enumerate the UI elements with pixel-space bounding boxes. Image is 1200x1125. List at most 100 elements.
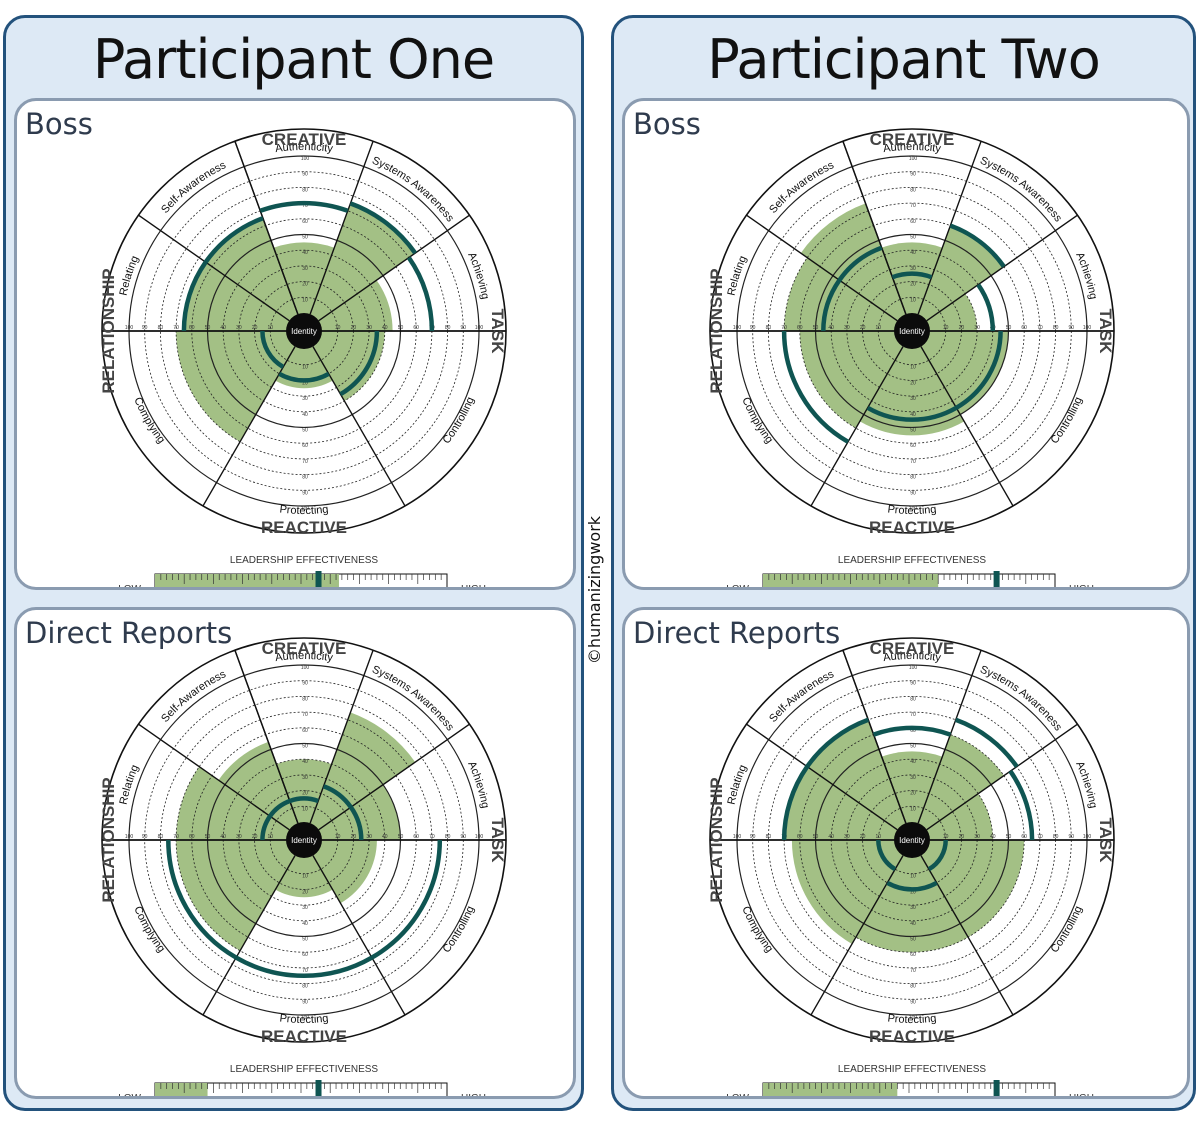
scale-tick-label: 40	[302, 412, 308, 418]
effectiveness-tick-label: 10	[179, 1097, 191, 1099]
scale-tick-label: 10	[268, 834, 274, 840]
percentile-arc-authenticity	[259, 200, 349, 213]
scale-tick-label: 50	[813, 325, 819, 331]
sector-label-text: Systems Awareness	[978, 155, 1064, 225]
scale-tick-label: 70	[173, 325, 179, 331]
score-band-systems-awareness	[912, 734, 1004, 840]
sector-label-text: Achieving	[465, 251, 491, 301]
scale-tick-label: 80	[910, 984, 916, 990]
scale-tick-label: 90	[302, 490, 308, 496]
scale-tick-label: 100	[733, 325, 742, 331]
percentile-arc-controlling	[955, 330, 1003, 410]
participant-two-card: Participant Two Boss 10 10 10 10 20 20 20 20 30 3…	[611, 15, 1196, 1111]
scale-tick-label: 40	[220, 834, 226, 840]
scale-tick-label: 60	[302, 728, 308, 734]
scale-tick-label: 20	[302, 889, 308, 895]
effectiveness-marker	[315, 1080, 322, 1096]
scale-tick-label: 20	[302, 380, 308, 386]
effectiveness-tick-label: 40	[874, 588, 886, 590]
scale-tick-label: 70	[302, 459, 308, 465]
effectiveness-tick-label: 20	[816, 1097, 828, 1099]
scale-tick-label: 50	[910, 744, 916, 750]
scale-tick-label: 40	[302, 759, 308, 765]
scale-tick-label: 90	[910, 681, 916, 687]
scale-tick-label: 40	[382, 325, 388, 331]
scale-tick-label: 40	[910, 759, 916, 765]
scale-tick-label: 90	[142, 325, 148, 331]
effectiveness-tick-label: 20	[816, 588, 828, 590]
sector-label-text: Controlling	[1049, 395, 1085, 446]
scale-tick-label: 50	[302, 428, 308, 434]
scale-tick-label: 100	[1083, 325, 1092, 331]
identity-label: Identity	[291, 836, 317, 845]
sector-label-text: Protecting	[887, 503, 937, 517]
sector-label-text: Protecting	[887, 1012, 937, 1026]
score-band-systems-awareness	[912, 225, 1004, 331]
percentile-arc-authenticity	[891, 271, 933, 280]
quadrant-creative: CREATIVE	[262, 639, 347, 658]
scale-tick-label: 70	[302, 203, 308, 209]
effectiveness-tick-label: 30	[237, 1097, 249, 1099]
direct-reports-panel: Direct Reports 10 10 10 10 20 20 20 20 30 30 30 30 4…	[14, 607, 576, 1099]
sector-label-text: Achieving	[1073, 251, 1099, 301]
effectiveness-marker	[993, 1080, 1000, 1096]
sector-label-text: Self-Awareness	[159, 159, 228, 216]
score-band-relating	[784, 257, 912, 331]
leadership-circle-chart: 10 10 10 10 20 20 20 20 30 30 30 30 40 40 40 40 50 50 50 50…	[707, 637, 1115, 1099]
scale-tick-label: 100	[125, 325, 134, 331]
percentile-arc-protecting	[886, 880, 938, 892]
percentile-arc-relating	[260, 814, 272, 841]
scale-tick-label: 10	[943, 325, 949, 331]
leadership-circle-chart: 10 10 10 10 20 20 20 20 30 30 30 30 40 40 40 40 50 50 50 50…	[99, 637, 507, 1099]
effectiveness-bar-fill	[763, 1083, 898, 1096]
quadrant-reactive: REACTIVE	[869, 1027, 955, 1046]
scale-tick-label: 100	[909, 156, 918, 162]
scale-tick-label: 100	[301, 1015, 310, 1021]
effectiveness-high-label: HIGH	[461, 584, 486, 590]
scale-tick-label: 80	[302, 984, 308, 990]
percentile-arc-achieving	[1008, 769, 1035, 841]
scale-tick-label: 80	[445, 325, 451, 331]
scale-tick-label: 40	[220, 325, 226, 331]
participant-title: Participant Two	[707, 28, 1100, 91]
scale-tick-label: 50	[302, 937, 308, 943]
scale-tick-label: 10	[302, 297, 308, 303]
leadership-circle-chart: 10 10 10 10 20 20 20 20 30 30 30 30 40 40 40 40 50 50 50 50…	[99, 128, 507, 590]
score-band-controlling	[304, 331, 385, 401]
effectiveness-high-label: HIGH	[1069, 584, 1094, 590]
scale-tick-label: 40	[990, 834, 996, 840]
effectiveness-bar-fill	[155, 1083, 208, 1096]
scale-tick-label: 60	[1021, 325, 1027, 331]
scale-tick-label: 90	[750, 834, 756, 840]
effectiveness-tick-label: 70	[354, 1097, 366, 1099]
identity-label: Identity	[291, 327, 317, 336]
percentile-arc-self-awareness	[805, 717, 870, 768]
score-band-controlling	[912, 840, 1025, 938]
scale-tick-label: 80	[910, 475, 916, 481]
quadrant-creative: CREATIVE	[870, 639, 955, 658]
effectiveness-title: LEADERSHIP EFFECTIVENESS	[230, 555, 379, 566]
sector-divider	[138, 723, 290, 831]
score-band-self-awareness	[205, 218, 304, 331]
scale-tick-label: 70	[910, 459, 916, 465]
effectiveness-tick-label: 90	[412, 588, 424, 590]
scale-tick-label: 100	[475, 834, 484, 840]
scale-tick-label: 30	[910, 396, 916, 402]
effectiveness-low-label: LOW	[118, 1093, 141, 1099]
scale-tick-label: 100	[909, 665, 918, 671]
score-band-authenticity	[273, 242, 335, 331]
scale-tick-label: 10	[302, 874, 308, 880]
scale-tick-label: 40	[910, 412, 916, 418]
quadrant-task: TASK	[488, 308, 507, 354]
sector-label-text: Protecting	[279, 503, 329, 517]
sector-label: Achieving	[1073, 760, 1099, 810]
sector-divider	[920, 346, 1014, 507]
sector-label: Authenticity	[882, 650, 942, 664]
boss-panel: Boss 10 10 10 10 20 20 20 20 30 30 30 30 40 40 40 40 50 5…	[622, 98, 1190, 590]
percentile-arc-systems-awareness	[322, 784, 353, 809]
sector-divider	[746, 723, 898, 831]
scale-tick-label: 70	[910, 712, 916, 718]
percentile-arc-relating	[781, 765, 810, 841]
effectiveness-bar-fill	[155, 574, 339, 587]
effectiveness-low-label: LOW	[118, 584, 141, 590]
